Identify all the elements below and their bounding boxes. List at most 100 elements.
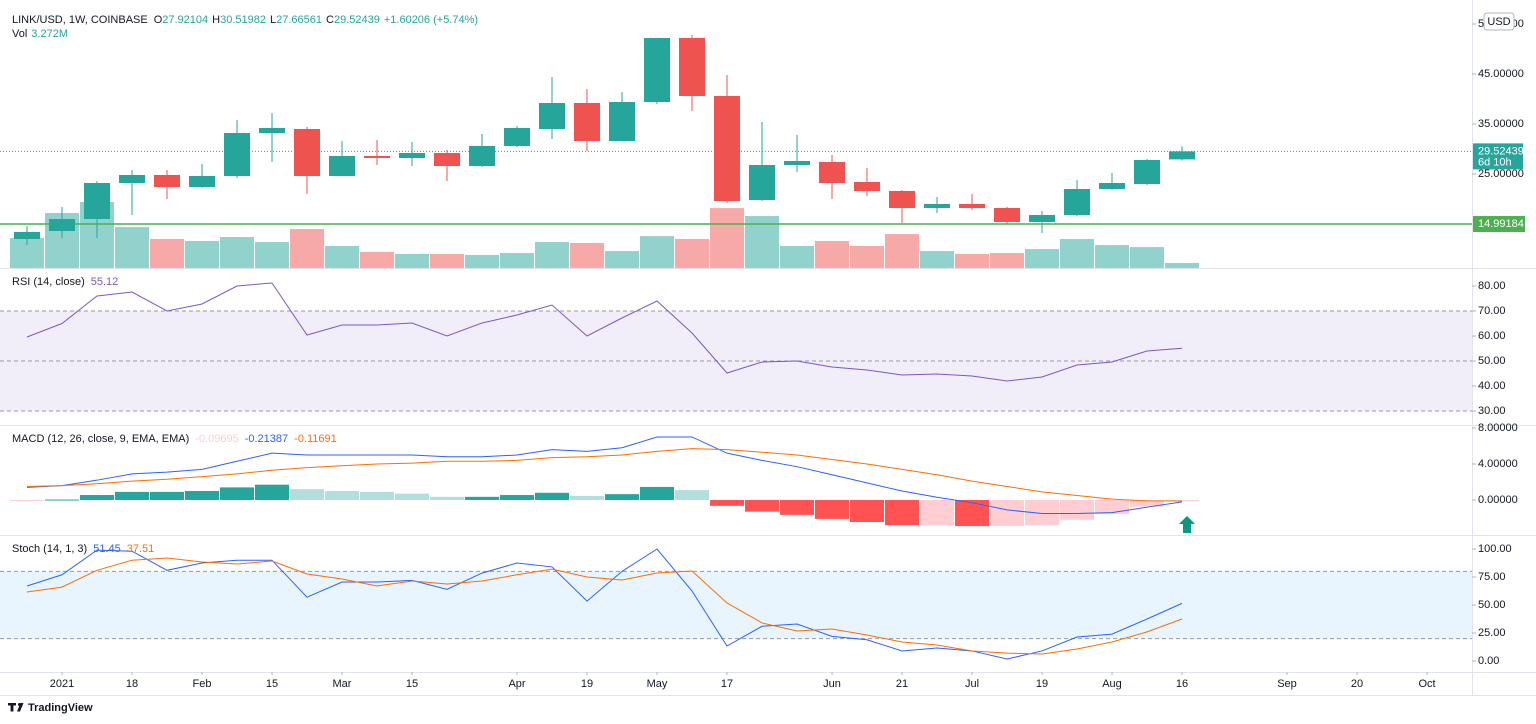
volume-key: Vol [12,28,27,40]
y-tick-label: 40.00 [1478,380,1506,392]
volume-bar [605,251,639,268]
volume-bar [570,242,604,268]
candle-body [294,129,320,176]
candle-body [1064,189,1090,215]
x-tick-label: 15 [266,678,278,690]
macd-histogram-bar [430,496,464,500]
candle-body [644,38,670,102]
ohlc-value: 29.52439 [334,14,380,26]
candle-body [784,161,810,165]
volume-bar [850,246,884,268]
symbol: LINK/USD, 1W, COINBASE [12,14,148,26]
indicator-line [26,282,1183,382]
macd-histogram-bar [465,496,499,500]
y-tick-label: 8.00000 [1478,422,1518,434]
y-tick-label: 4.00000 [1478,458,1518,470]
x-tick-label: 18 [126,678,138,690]
volume-bar [640,236,674,268]
x-tick-label: Feb [193,678,212,690]
macd-histogram-bar [290,489,324,500]
indicator-value: -0.21387 [245,433,288,445]
brand-name: TradingView [28,702,93,714]
ohlc-value: 30.51982 [220,14,266,26]
indicator-value: -0.11691 [294,433,337,445]
candle-body [1099,183,1125,189]
volume-bar [185,240,219,268]
x-tick-label: 17 [721,678,733,690]
volume-bar [430,253,464,268]
indicator-value: 51.45 [93,543,121,555]
indicator-line [26,448,1183,502]
x-tick-label: Jun [823,678,841,690]
y-tick-label: 50.00 [1478,355,1506,367]
volume-bar [150,238,184,268]
volume-bar [1025,249,1059,268]
candle-body [364,156,390,158]
macd-histogram-bar [920,499,954,526]
volume-bar [255,242,289,268]
candle-body [749,165,775,200]
signal-arrow [1179,516,1195,533]
candle-body [259,128,285,133]
ohlc-key: O [154,14,163,26]
candle-body [889,191,915,208]
macd-histogram-bar [1095,499,1129,514]
y-tick-label: 25.00 [1478,627,1506,639]
macd-histogram-bar [675,490,709,500]
indicator-line [26,557,1183,655]
macd-histogram-bar [815,499,849,519]
brand-logo [7,703,24,712]
candle-body [329,156,355,176]
currency-box [1483,12,1515,31]
volume-bar [465,255,499,268]
macd-histogram-bar [745,499,779,512]
countdown-label: 6d 10h [1478,156,1512,168]
macd-histogram-bar [990,499,1024,527]
candle-body [119,175,145,183]
macd-histogram-bar [570,495,604,500]
legend: LINK/USD, 1W, COINBASE O27.92104 H30.51982… [12,14,478,26]
indicator-value: -0.09695 [195,433,238,445]
y-tick-label: 70.00 [1478,305,1506,317]
last-price-label: 29.52439 [1478,145,1524,157]
macd-histogram-bar [220,487,254,500]
ohlc-key: L [270,14,276,26]
y-tick-label: 75.00 [1478,571,1506,583]
y-tick-label: 25.00000 [1478,168,1524,180]
macd-histogram-bar [115,491,149,500]
volume-bar [290,229,324,268]
candle-body [1169,151,1195,160]
macd-histogram-bar [10,499,44,501]
candle-body [714,96,740,201]
macd-histogram-bar [185,490,219,500]
last-price-box [1473,143,1523,170]
x-tick-label: 20 [1351,678,1363,690]
candle-body [539,103,565,129]
candle-body [224,133,250,176]
volume-bar [1060,238,1094,268]
x-tick-label: 19 [581,678,593,690]
candle-body [854,182,880,191]
candle-body [994,208,1020,222]
indicator-value: 37.51 [127,543,155,555]
y-tick-label: 0.00000 [1478,494,1518,506]
indicator-line [26,548,1183,660]
candle-body [679,38,705,96]
indicator-value: 55.12 [91,276,119,288]
change: +1.60206 (+5.74%) [384,14,478,26]
indicator-name: Stoch (14, 1, 3) [12,543,87,555]
x-tick-label: Oct [1418,678,1435,690]
y-tick-label: 35.00000 [1478,118,1524,130]
indicator-band [0,571,1472,639]
volume-bar [1130,247,1164,268]
candle-body [399,153,425,158]
candle-body [1134,160,1160,184]
x-tick-label: Aug [1102,678,1122,690]
macd-histogram-bar [710,499,744,506]
macd-histogram-bar [255,484,289,500]
volume-value: 3.272M [31,28,68,40]
legend: Stoch (14, 1, 3) 51.45 37.51 [12,543,154,555]
ohlc-key: H [212,14,220,26]
